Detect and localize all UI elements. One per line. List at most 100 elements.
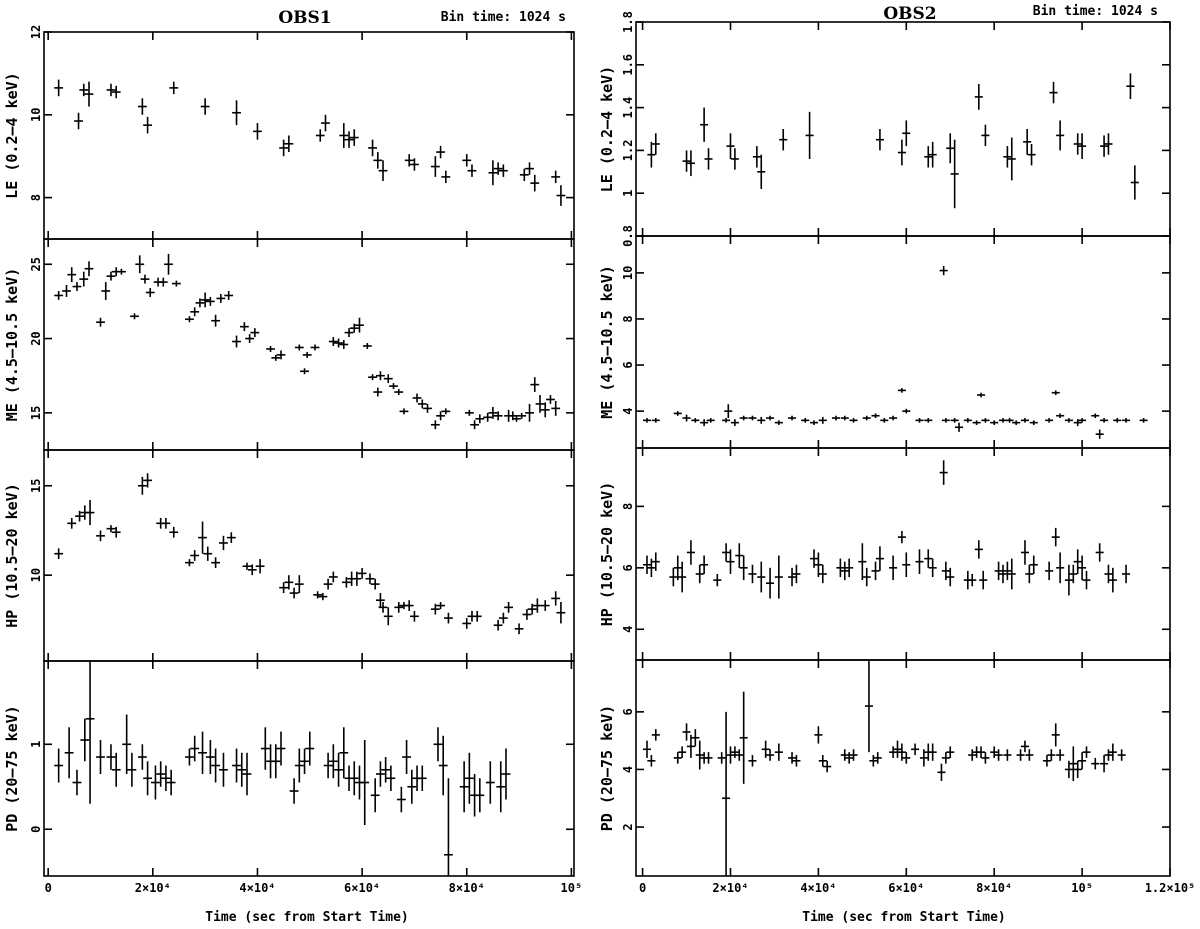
data-point	[1020, 418, 1029, 423]
data-point	[897, 388, 906, 393]
data-point	[488, 406, 498, 419]
data-point	[669, 567, 678, 587]
data-point	[383, 607, 393, 626]
data-point	[1064, 418, 1073, 423]
data-point	[276, 731, 286, 766]
data-point	[1100, 755, 1109, 773]
data-point	[190, 735, 200, 762]
data-point	[198, 731, 207, 775]
data-point	[902, 120, 911, 147]
data-point	[396, 786, 406, 813]
data-point	[219, 535, 228, 551]
data-point	[501, 748, 511, 800]
y-axis-label: PD (20–75 keV)	[598, 705, 616, 831]
data-point	[271, 744, 281, 779]
data-point	[294, 748, 304, 783]
data-point	[647, 141, 656, 168]
data-point	[127, 752, 137, 787]
data-point	[1100, 135, 1109, 157]
data-point	[373, 387, 383, 397]
data-point	[928, 141, 937, 168]
data-point	[75, 510, 84, 522]
data-point	[774, 555, 783, 599]
data-point	[757, 416, 766, 424]
data-point	[998, 564, 1008, 584]
data-point	[300, 368, 309, 375]
data-point	[875, 129, 884, 151]
panel-frame	[43, 660, 575, 877]
y-tick-label: 15	[29, 406, 43, 420]
data-point	[253, 123, 262, 140]
data-point	[96, 530, 105, 542]
data-point	[64, 727, 74, 779]
data-point	[1012, 420, 1021, 425]
data-point	[1073, 419, 1082, 427]
data-point	[673, 752, 682, 764]
data-point	[1078, 752, 1087, 770]
data-point	[279, 139, 289, 157]
data-point	[143, 116, 153, 134]
data-point	[294, 575, 304, 594]
data-point	[158, 277, 168, 287]
data-point	[530, 174, 540, 192]
data-point	[417, 765, 427, 792]
y-tick-label: 6	[621, 564, 635, 571]
data-point	[1051, 723, 1060, 747]
data-point	[190, 307, 200, 317]
data-point	[818, 755, 827, 767]
data-point	[1069, 746, 1078, 781]
data-point	[787, 567, 797, 587]
data-point	[928, 558, 937, 578]
data-point	[862, 567, 871, 587]
x-tick-label: 6×10⁴	[888, 881, 924, 895]
data-point	[787, 752, 797, 764]
x-tick-label: 8×10⁴	[976, 881, 1012, 895]
data-point	[869, 755, 878, 767]
data-point	[368, 139, 377, 157]
data-point	[722, 711, 731, 876]
x-tick-label: 8×10⁴	[449, 881, 485, 895]
data-point	[360, 740, 370, 826]
data-point	[1064, 564, 1073, 596]
data-point	[682, 150, 691, 172]
data-point	[757, 154, 766, 189]
data-point	[493, 411, 503, 421]
data-point	[156, 761, 166, 787]
y-tick-label: 20	[29, 331, 43, 345]
data-point	[1025, 749, 1034, 761]
data-point	[247, 564, 257, 576]
data-point	[739, 691, 748, 784]
x-tick-label: 2×10⁴	[135, 881, 171, 895]
data-point	[981, 418, 990, 423]
x-tick-label: 0	[639, 881, 646, 895]
data-point	[911, 743, 920, 756]
panel-frame	[635, 659, 1171, 877]
data-point	[323, 578, 333, 590]
data-point	[1082, 746, 1091, 758]
data-point	[166, 769, 176, 796]
y-tick-label: 2	[621, 823, 635, 830]
data-point	[805, 111, 814, 159]
data-point	[1056, 120, 1065, 151]
data-point	[871, 413, 880, 419]
data-point	[722, 543, 731, 562]
data-point	[864, 660, 873, 753]
data-point	[642, 740, 652, 758]
data-point	[140, 274, 150, 284]
x-tick-label: 1.2×10⁵	[1145, 881, 1196, 895]
data-point	[1064, 760, 1073, 779]
data-point	[488, 160, 498, 186]
x-tick-label: 2×10⁴	[712, 881, 748, 895]
data-point	[271, 354, 281, 361]
data-point	[339, 123, 349, 148]
panel-frame	[43, 238, 575, 451]
data-point	[169, 81, 179, 95]
data-point	[981, 752, 990, 764]
data-point	[54, 79, 64, 97]
data-point	[968, 573, 977, 587]
data-point	[1025, 564, 1034, 584]
data-point	[284, 575, 294, 590]
y-tick-label: 1.2	[621, 140, 635, 162]
data-point	[840, 749, 849, 761]
data-point	[845, 752, 854, 764]
